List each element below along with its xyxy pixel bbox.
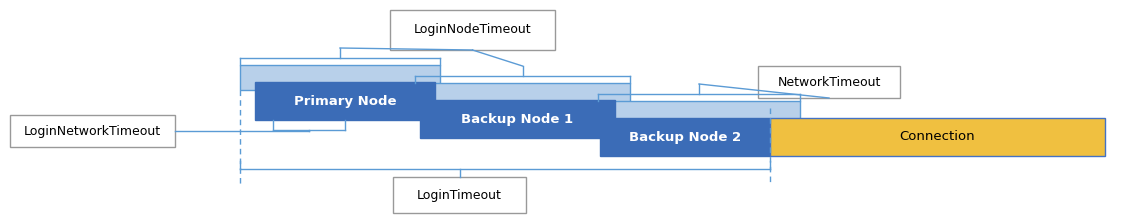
Text: Backup Node 2: Backup Node 2 (629, 130, 741, 143)
FancyBboxPatch shape (10, 115, 175, 147)
FancyBboxPatch shape (415, 83, 630, 108)
FancyBboxPatch shape (770, 118, 1105, 156)
FancyBboxPatch shape (758, 66, 900, 98)
Text: Backup Node 1: Backup Node 1 (461, 112, 574, 126)
FancyBboxPatch shape (393, 177, 526, 213)
FancyBboxPatch shape (254, 82, 435, 120)
FancyBboxPatch shape (240, 65, 440, 90)
FancyBboxPatch shape (600, 118, 770, 156)
FancyBboxPatch shape (390, 10, 556, 50)
FancyBboxPatch shape (598, 101, 800, 126)
Text: Primary Node: Primary Node (294, 95, 396, 107)
Text: NetworkTimeout: NetworkTimeout (777, 76, 880, 89)
Text: LoginNodeTimeout: LoginNodeTimeout (414, 23, 532, 37)
Text: Connection: Connection (900, 130, 976, 143)
Text: LoginTimeout: LoginTimeout (417, 188, 502, 202)
Text: LoginNetworkTimeout: LoginNetworkTimeout (24, 124, 161, 138)
FancyBboxPatch shape (420, 100, 615, 138)
